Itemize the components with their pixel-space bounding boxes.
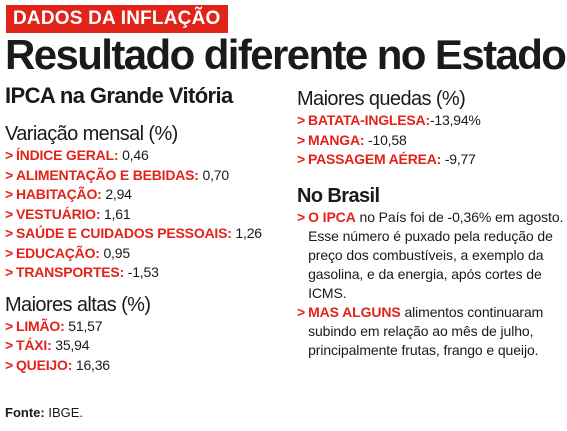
right-column: Maiores quedas (%) > BATATA-INGLESA:-13,9…: [297, 87, 565, 360]
list-item: > QUEIJO: 16,36: [5, 356, 110, 373]
arrow-icon: >: [297, 208, 306, 225]
list-item: > SAÚDE E CUIDADOS PESSOAIS: 1,26: [5, 225, 262, 241]
brazil-title: No Brasil: [297, 184, 380, 207]
list-item: > BATATA-INGLESA:-13,94%: [297, 112, 481, 128]
arrow-icon: >: [5, 337, 13, 353]
ipca-title: IPCA na Grande Vitória: [5, 83, 233, 108]
top-decreases-title: Maiores quedas (%): [297, 88, 466, 110]
arrow-icon: >: [5, 166, 13, 183]
arrow-icon: >: [5, 147, 13, 163]
arrow-icon: >: [5, 225, 13, 241]
list-item: > TRANSPORTES: -1,53: [5, 264, 159, 280]
top-increases-list: > LIMÃO: 51,57 > TÁXI: 35,94 > QUEIJO: 16,3…: [5, 317, 290, 376]
list-item: > ÍNDICE GERAL: 0,46: [5, 147, 149, 163]
arrow-icon: >: [5, 186, 13, 202]
top-decreases-list: > BATATA-INGLESA:-13,94% > MANGA: -10,58 >…: [297, 111, 565, 170]
arrow-icon: >: [297, 151, 305, 167]
brazil-paragraph: > MAS ALGUNS alimentos continuaram subin…: [297, 303, 544, 358]
list-item: > MANGA: -10,58: [297, 131, 407, 148]
list-item: > PASSAGEM AÉREA: -9,77: [297, 151, 476, 167]
arrow-icon: >: [5, 356, 13, 373]
brazil-paragraph: > O IPCA no País foi de -0,36% em agosto…: [297, 208, 564, 301]
list-item: > TÁXI: 35,94: [5, 337, 90, 353]
headline: Resultado diferente no Estado: [5, 31, 567, 78]
monthly-variation-list: > ÍNDICE GERAL: 0,46 > ALIMENTAÇÃO E BEBID…: [5, 146, 290, 283]
list-item: > VESTUÁRIO: 1,61: [5, 205, 131, 222]
arrow-icon: >: [297, 303, 306, 320]
left-column: IPCA na Grande Vitória Variação mensal (…: [5, 83, 290, 375]
arrow-icon: >: [5, 244, 13, 261]
arrow-icon: >: [5, 205, 13, 222]
list-item: > ALIMENTAÇÃO E BEBIDAS: 0,70: [5, 166, 229, 183]
monthly-variation-title: Variação mensal (%): [5, 123, 178, 145]
top-increases-title: Maiores altas (%): [5, 293, 151, 316]
list-item: > LIMÃO: 51,57: [5, 317, 103, 334]
section-tag: DADOS DA INFLAÇÃO: [6, 5, 229, 33]
arrow-icon: >: [5, 264, 13, 280]
arrow-icon: >: [297, 131, 305, 148]
source-note: Fonte: IBGE.: [5, 405, 84, 420]
arrow-icon: >: [297, 112, 305, 128]
arrow-icon: >: [5, 317, 13, 334]
list-item: > HABITAÇÃO: 2,94: [5, 186, 132, 202]
list-item: > EDUCAÇÃO: 0,95: [5, 244, 130, 261]
